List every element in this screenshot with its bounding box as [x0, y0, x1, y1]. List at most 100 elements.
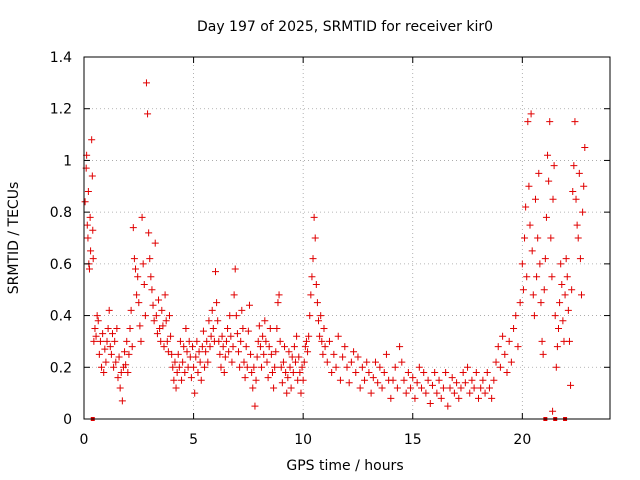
data-point — [232, 312, 240, 320]
data-point — [117, 368, 125, 376]
data-point — [240, 358, 248, 366]
data-point — [91, 325, 99, 332]
data-point — [106, 343, 114, 351]
data-point — [103, 337, 111, 345]
data-point — [88, 172, 96, 180]
data-point — [133, 291, 141, 299]
data-point — [264, 374, 272, 382]
data-point — [196, 358, 204, 366]
data-point — [289, 368, 297, 376]
data-point — [146, 255, 154, 263]
data-point — [255, 322, 263, 330]
data-point — [570, 162, 578, 170]
data-point — [339, 353, 347, 361]
data-point — [208, 306, 216, 314]
data-point — [557, 260, 565, 268]
data-point — [551, 312, 559, 320]
data-point — [496, 363, 504, 371]
data-point — [485, 384, 493, 392]
data-point — [569, 187, 577, 195]
data-point — [150, 317, 158, 325]
data-point — [304, 348, 312, 356]
data-point — [139, 260, 147, 268]
data-point — [516, 299, 524, 307]
data-point — [159, 322, 167, 330]
data-point — [352, 368, 360, 376]
data-point — [358, 363, 366, 371]
data-point — [313, 299, 321, 307]
data-point — [203, 337, 211, 345]
data-point — [138, 213, 146, 221]
data-point — [174, 350, 182, 358]
data-point — [544, 151, 552, 159]
plot-frame — [83, 56, 611, 420]
data-point — [286, 363, 294, 371]
data-point — [295, 353, 303, 361]
data-point — [503, 368, 511, 376]
data-point — [132, 265, 140, 273]
data-point — [550, 162, 558, 170]
y-tick-label: 1.4 — [50, 50, 72, 66]
data-point — [112, 358, 120, 366]
data-point — [251, 402, 259, 410]
data-point — [121, 348, 129, 356]
data-point — [198, 343, 206, 351]
x-axis-ticks: 0 5 10 15 20 — [80, 57, 531, 448]
data-point — [95, 350, 103, 358]
data-point — [389, 376, 397, 384]
data-point — [396, 343, 404, 351]
data-point — [420, 368, 428, 376]
data-point — [279, 358, 287, 366]
data-point — [107, 350, 115, 358]
data-point — [494, 343, 502, 351]
data-point — [244, 327, 252, 335]
data-point — [361, 376, 369, 384]
x-tick-label: 0 — [80, 432, 89, 448]
data-point — [343, 363, 351, 371]
data-point — [283, 389, 291, 397]
data-point — [266, 325, 274, 332]
data-point — [197, 376, 205, 384]
data-point — [217, 363, 225, 371]
data-point — [165, 312, 173, 320]
data-point — [89, 255, 97, 263]
data-point — [528, 247, 536, 255]
data-point — [122, 361, 130, 369]
data-point — [549, 195, 557, 203]
data-point — [567, 381, 575, 389]
data-point — [578, 291, 586, 299]
data-point — [278, 379, 286, 387]
data-point — [151, 239, 159, 247]
data-point — [202, 348, 210, 356]
data-point — [209, 325, 217, 332]
data-point — [488, 394, 496, 402]
data-point — [274, 299, 282, 307]
data-point — [148, 286, 156, 294]
x-axis-label: GPS time / hours — [286, 458, 403, 474]
data-point — [136, 322, 144, 330]
data-point — [350, 348, 358, 356]
data-point — [99, 330, 107, 338]
data-point — [285, 348, 293, 356]
data-point — [172, 384, 180, 392]
data-point — [558, 281, 566, 289]
data-point — [248, 368, 256, 376]
data-point — [287, 384, 295, 392]
data-point — [226, 312, 234, 320]
data-point — [413, 379, 421, 387]
data-point — [526, 221, 534, 229]
data-point — [126, 325, 134, 332]
data-point — [93, 312, 101, 320]
data-point — [518, 260, 526, 268]
data-point — [228, 358, 236, 366]
data-point — [262, 337, 270, 345]
data-point — [539, 350, 547, 358]
data-point — [81, 198, 89, 206]
data-point — [236, 363, 244, 371]
data-point — [98, 363, 106, 371]
data-point — [296, 368, 304, 376]
data-point — [250, 363, 258, 371]
data-point — [123, 337, 131, 345]
data-point — [169, 363, 177, 371]
data-point — [216, 350, 224, 358]
